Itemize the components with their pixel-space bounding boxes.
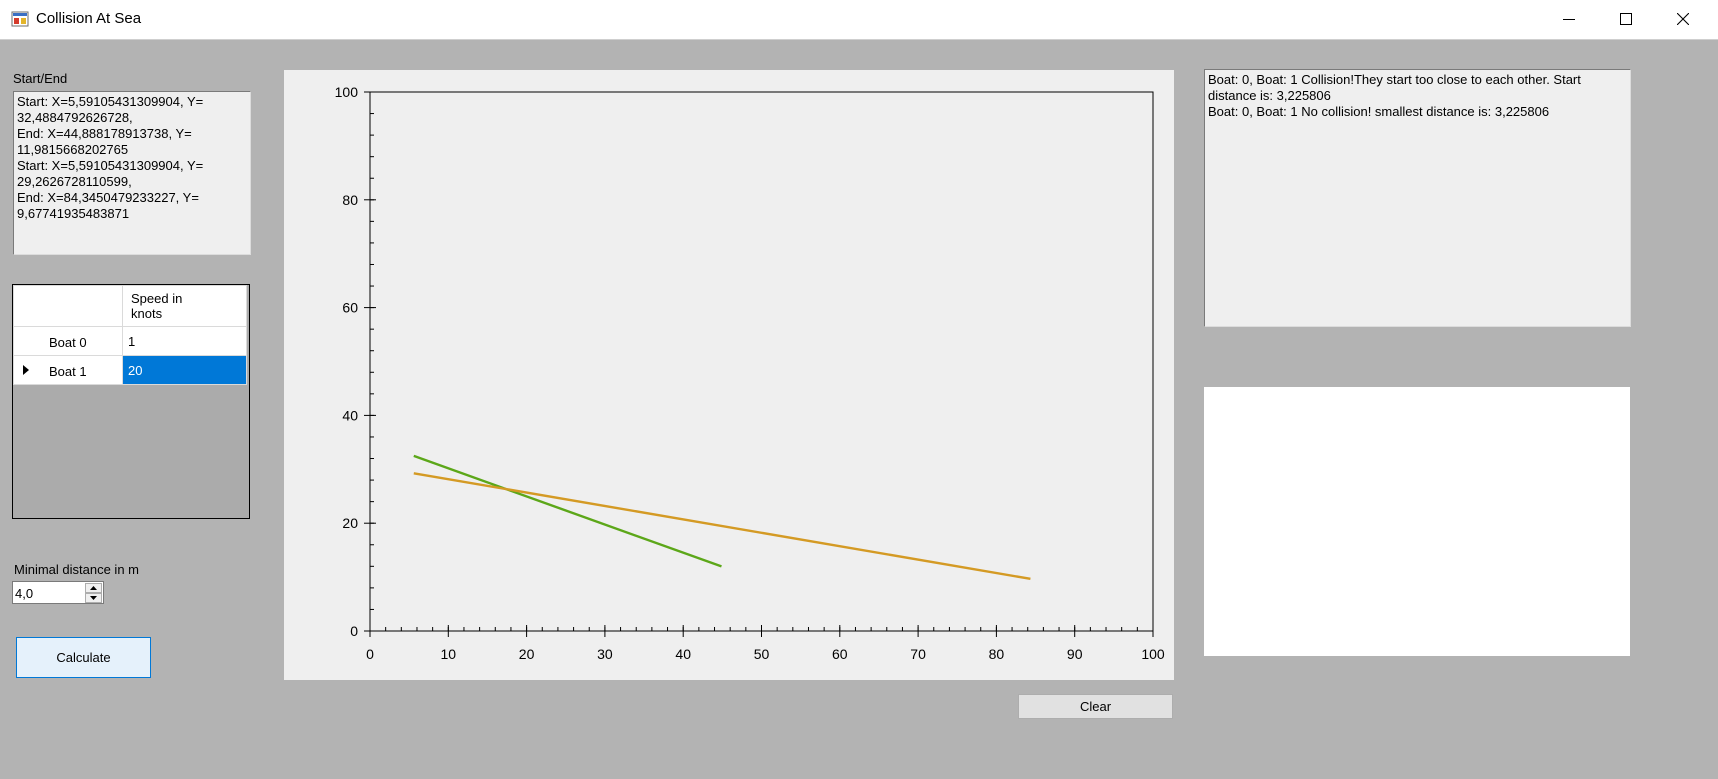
spin-up-button[interactable] [85,583,102,593]
x-tick-label: 40 [675,646,691,662]
boat-1-label: Boat 1 [49,364,87,379]
boat-0-label: Boat 0 [49,335,87,350]
y-tick-label: 60 [342,300,358,316]
y-axis: 0 20 40 60 80 100 [335,84,376,639]
drawing-panel [1204,387,1630,656]
x-axis: 0 10 20 30 40 50 60 70 80 90 100 [366,625,1165,662]
x-tick-label: 10 [441,646,457,662]
calculate-button[interactable]: Calculate [16,637,151,678]
boat-1-speed-cell[interactable]: 20 [122,355,247,385]
series-layer [413,454,1031,581]
app-icon [11,11,29,27]
results-textbox[interactable]: Boat: 0, Boat: 1 Collision!They start to… [1204,69,1631,327]
x-tick-label: 80 [989,646,1005,662]
y-tick-label: 20 [342,515,358,531]
x-tick-label: 100 [1141,646,1165,662]
maximize-icon [1620,13,1632,25]
speed-column-header-label: Speed in knots [131,291,183,321]
clear-button[interactable]: Clear [1018,694,1173,719]
row-selector-arrow-icon [23,365,29,375]
trajectory-chart: 0 20 40 60 80 100 0 10 20 30 40 50 60 70 80 90 100 [284,70,1174,680]
x-tick-label: 90 [1067,646,1083,662]
min-distance-spinner[interactable] [85,583,102,603]
grid-row-header[interactable]: Boat 0 [13,326,123,356]
maximize-button[interactable] [1598,0,1655,39]
x-tick-label: 20 [519,646,535,662]
grid-corner [13,285,123,327]
start-end-textbox[interactable]: Start: X=5,59105431309904, Y= 32,4884792… [13,91,251,255]
title-bar: Collision At Sea [0,0,1718,40]
min-distance-value: 4,0 [15,586,34,601]
x-tick-label: 0 [366,646,374,662]
y-tick-label: 100 [335,84,359,100]
spin-down-icon [90,596,97,600]
min-distance-label: Minimal distance in m [14,562,139,577]
spin-up-icon [90,586,97,590]
y-tick-label: 0 [350,623,358,639]
speed-grid[interactable]: Speed in knots Boat 0 1 Boat 1 20 [12,284,250,519]
y-tick-label: 80 [342,192,358,208]
boat-0-trajectory [413,454,722,568]
start-end-label: Start/End [13,71,68,86]
minimize-button[interactable] [1541,0,1598,39]
close-button[interactable] [1655,0,1718,39]
x-tick-label: 30 [597,646,613,662]
x-tick-label: 50 [754,646,770,662]
minimize-icon [1563,19,1575,20]
speed-column-header[interactable]: Speed in knots [122,285,247,327]
grid-row-header[interactable]: Boat 1 [13,355,123,385]
close-icon [1677,13,1689,25]
boat-1-trajectory [413,472,1031,581]
chart-background [284,70,1174,680]
x-tick-label: 60 [832,646,848,662]
y-tick-label: 40 [342,407,358,423]
x-tick-label: 70 [910,646,926,662]
spin-down-button[interactable] [85,593,102,603]
window-title: Collision At Sea [36,10,142,27]
min-distance-input[interactable]: 4,0 [12,581,104,604]
boat-0-speed-cell[interactable]: 1 [122,326,247,356]
